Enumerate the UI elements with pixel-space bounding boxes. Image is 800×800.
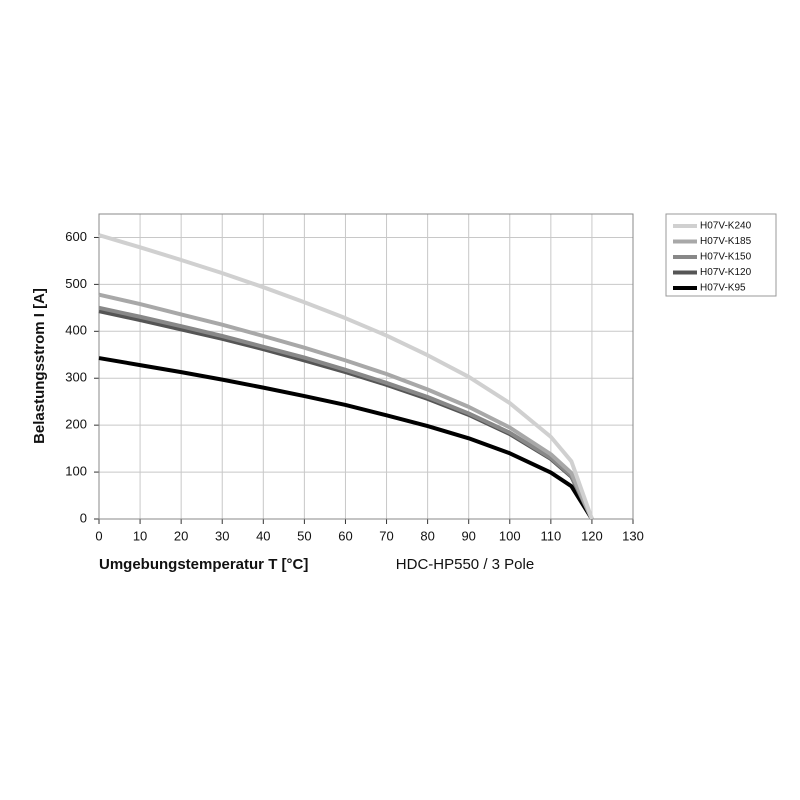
x-tick-label: 120 <box>581 528 603 543</box>
series-line <box>98 305 594 520</box>
legend-label: H07V-K150 <box>700 252 752 263</box>
x-tick-label: 30 <box>215 528 229 543</box>
plot-frame <box>98 213 634 520</box>
x-tick-label: 90 <box>461 528 475 543</box>
x-tick-label: 60 <box>338 528 352 543</box>
series-line <box>98 233 594 520</box>
y-tick-label: 100 <box>65 464 87 479</box>
y-tick-label: 200 <box>65 417 87 432</box>
series-line <box>98 292 594 520</box>
y-tick-label: 400 <box>65 323 87 338</box>
x-tick-label: 0 <box>95 528 102 543</box>
x-tick-label: 20 <box>174 528 188 543</box>
subtitle: HDC-HP550 / 3 Pole <box>396 556 534 573</box>
x-tick-label: 50 <box>297 528 311 543</box>
y-tick-label: 600 <box>65 229 87 244</box>
x-tick-label: 40 <box>256 528 270 543</box>
x-tick-label: 100 <box>499 528 521 543</box>
x-tick-label: 130 <box>622 528 644 543</box>
x-tick-label: 70 <box>379 528 393 543</box>
legend-label: H07V-K95 <box>700 283 746 294</box>
legend-label: H07V-K185 <box>700 236 752 247</box>
legend-label: H07V-K240 <box>700 221 752 232</box>
x-axis-title: Umgebungstemperatur T [°C] <box>99 556 308 573</box>
y-tick-label: 500 <box>65 276 87 291</box>
legend: H07V-K240 H07V-K185 H07V-K150 H07V-K120 H07V… <box>673 221 752 294</box>
x-tick-label: 80 <box>420 528 434 543</box>
legend-label: H07V-K120 <box>700 267 752 278</box>
y-axis-title: Belastungsstrom I [A] <box>31 288 48 444</box>
series-line <box>98 356 594 521</box>
y-tick-label: 300 <box>65 370 87 385</box>
x-tick-label: 110 <box>540 528 561 543</box>
y-tick-label: 0 <box>80 510 87 525</box>
x-tick-label: 10 <box>133 528 147 543</box>
